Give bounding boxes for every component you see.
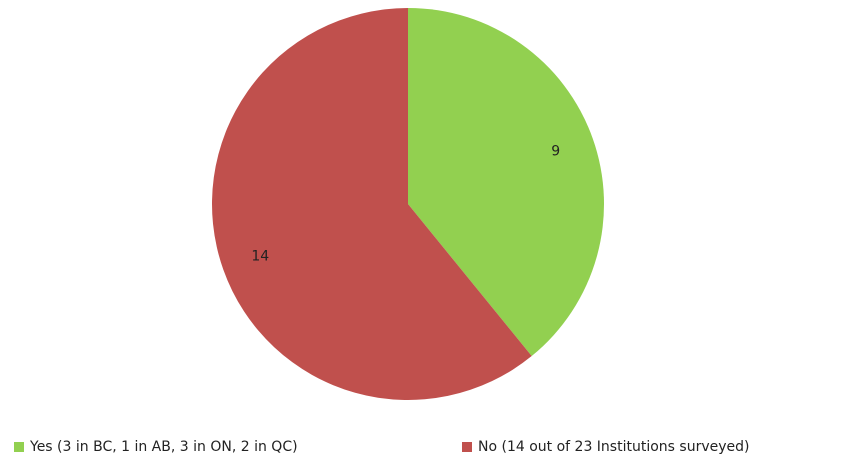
legend-swatch (14, 442, 24, 452)
data-label: 14 (251, 249, 269, 265)
pie-slice (211, 8, 532, 401)
legend-label: No (14 out of 23 Institutions surveyed) (478, 439, 749, 455)
legend-swatch (462, 442, 472, 452)
pie-slice (408, 8, 604, 357)
legend-label: Yes (3 in BC, 1 in AB, 3 in ON, 2 in QC) (29, 439, 298, 455)
data-label: 9 (551, 143, 560, 159)
